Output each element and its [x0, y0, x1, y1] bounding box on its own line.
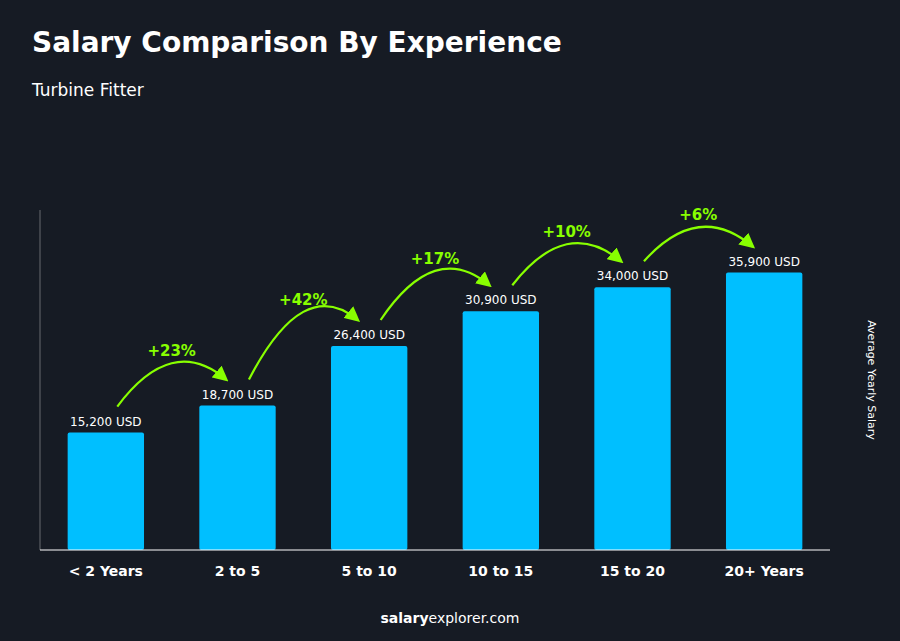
annotation: +10% — [542, 223, 590, 241]
bar — [726, 273, 802, 550]
bar — [68, 433, 144, 550]
bar — [463, 311, 539, 550]
subtitle: Turbine Fitter — [31, 80, 144, 100]
annotation: +42% — [279, 291, 327, 309]
data-label: 30,900 USD — [465, 293, 536, 307]
x-tick-label: 5 to 10 — [342, 563, 398, 579]
annotation-arrow — [381, 269, 490, 320]
bar — [331, 346, 407, 550]
y-axis-label: Average Yearly Salary — [865, 320, 878, 440]
x-axis-line — [40, 550, 830, 551]
y-axis-line — [40, 210, 41, 550]
chart: Salary Comparison By Experience Turbine F… — [0, 0, 900, 641]
annotation-arrow — [512, 243, 621, 285]
data-label: 18,700 USD — [202, 388, 273, 402]
annotation-arrow — [644, 227, 753, 262]
annotation: +17% — [411, 250, 459, 268]
x-tick-label: 20+ Years — [725, 563, 804, 579]
watermark-bold: salary — [381, 610, 429, 626]
background — [0, 0, 900, 641]
watermark-normal: explorer.com — [429, 610, 520, 626]
data-label: 34,000 USD — [597, 269, 668, 283]
annotation-arrow — [249, 306, 358, 379]
bar — [199, 406, 275, 551]
annotation-arrow — [117, 362, 226, 407]
x-tick-label: 15 to 20 — [600, 563, 665, 579]
data-label: 26,400 USD — [333, 328, 404, 342]
data-label: 15,200 USD — [70, 415, 141, 429]
annotation: +6% — [679, 206, 717, 224]
title: Salary Comparison By Experience — [32, 26, 562, 59]
data-label: 35,900 USD — [728, 255, 799, 269]
x-tick-label: 2 to 5 — [215, 563, 261, 579]
x-tick-label: < 2 Years — [69, 563, 143, 579]
bar — [594, 287, 670, 550]
watermark: salaryexplorer.com — [381, 610, 520, 626]
annotation: +23% — [147, 342, 195, 360]
x-tick-label: 10 to 15 — [468, 563, 533, 579]
